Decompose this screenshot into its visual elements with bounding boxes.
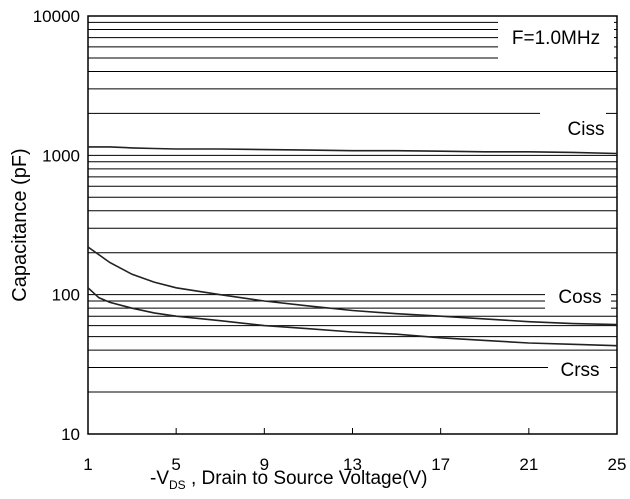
x-tick-label: 17 <box>431 455 450 474</box>
series-label-coss: Coss <box>558 287 601 308</box>
series-line-ciss <box>88 146 618 155</box>
y-tick-labels: 10 100 1000 10000 <box>33 7 80 444</box>
series-line-coss <box>87 246 618 326</box>
x-tick-label: 25 <box>608 455 627 474</box>
x-axis-label-prefix: -V <box>150 468 169 489</box>
series-label-crss: Crss <box>560 360 599 381</box>
series-label-ciss: Ciss <box>568 119 605 140</box>
x-tick-labels: 1 5 9 13 17 21 25 <box>83 428 626 474</box>
y-tick-label: 10 <box>61 425 80 444</box>
grid-lines <box>87 15 618 435</box>
plot-frame <box>87 15 618 435</box>
x-axis-label-suffix: , Drain to Source Voltage(V) <box>185 468 428 489</box>
y-axis-label: Capacitance (pF) <box>9 148 31 301</box>
x-axis-label-subscript: DS <box>169 477 186 492</box>
x-tick-label: 9 <box>260 455 269 474</box>
series-layer <box>87 146 618 347</box>
series-line-crss <box>87 287 618 347</box>
y-tick-label: 1000 <box>42 146 80 165</box>
y-tick-label: 100 <box>52 286 80 305</box>
x-axis-label: -VDS , Drain to Source Voltage(V) <box>150 468 428 492</box>
y-tick-label: 10000 <box>33 7 80 26</box>
x-tick-label: 5 <box>171 455 180 474</box>
x-tick-label: 1 <box>83 455 92 474</box>
series-labels: Ciss Coss Crss F=1.0MHz <box>512 28 605 381</box>
x-tick-label: 21 <box>519 455 538 474</box>
frequency-annotation: F=1.0MHz <box>512 28 600 49</box>
x-tick-label: 13 <box>343 455 362 474</box>
